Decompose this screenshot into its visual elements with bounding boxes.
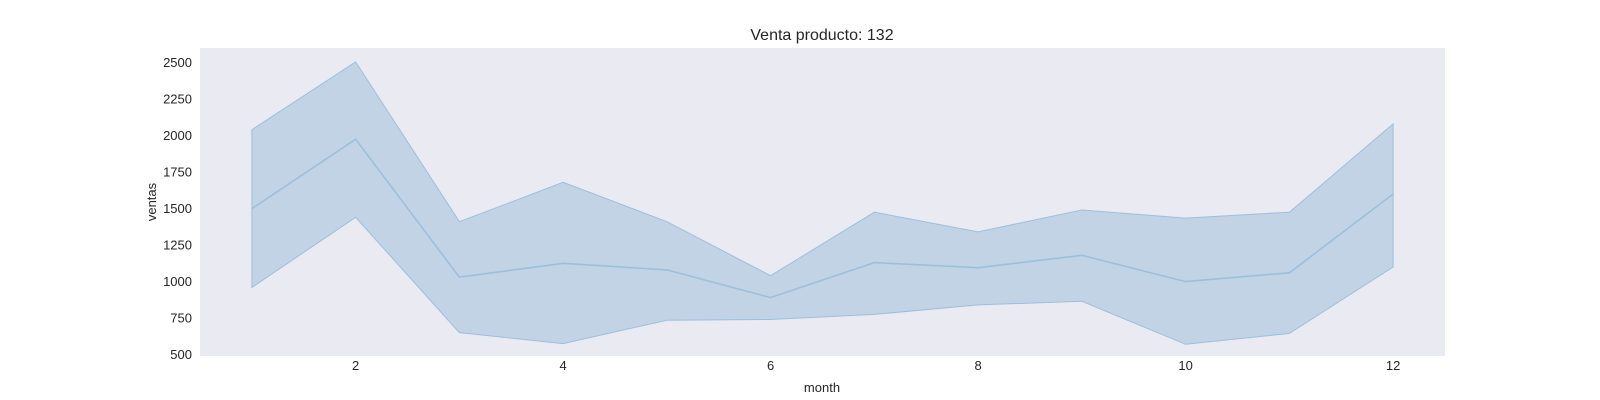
x-tick-label: 12 (1386, 358, 1400, 373)
x-tick-label: 4 (559, 358, 566, 373)
x-axis-label: month (804, 380, 840, 395)
confidence-band (251, 61, 1394, 345)
x-tick-label: 6 (767, 358, 774, 373)
y-tick-label: 750 (170, 311, 192, 326)
x-tick-label: 8 (974, 358, 981, 373)
y-tick-label: 1000 (163, 274, 192, 289)
y-tick-label: 1250 (163, 238, 192, 253)
y-axis-label: ventas (144, 182, 159, 221)
series-line (251, 138, 1394, 299)
y-tick-label: 1750 (163, 165, 192, 180)
x-tick-label: 2 (352, 358, 359, 373)
y-tick-label: 2000 (163, 128, 192, 143)
y-tick-label: 500 (170, 347, 192, 362)
chart-title: Venta producto: 132 (750, 27, 893, 44)
y-tick-label: 2250 (163, 92, 192, 107)
y-tick-label: 1500 (163, 201, 192, 216)
x-tick-label: 10 (1178, 358, 1192, 373)
y-tick-label: 2500 (163, 55, 192, 70)
